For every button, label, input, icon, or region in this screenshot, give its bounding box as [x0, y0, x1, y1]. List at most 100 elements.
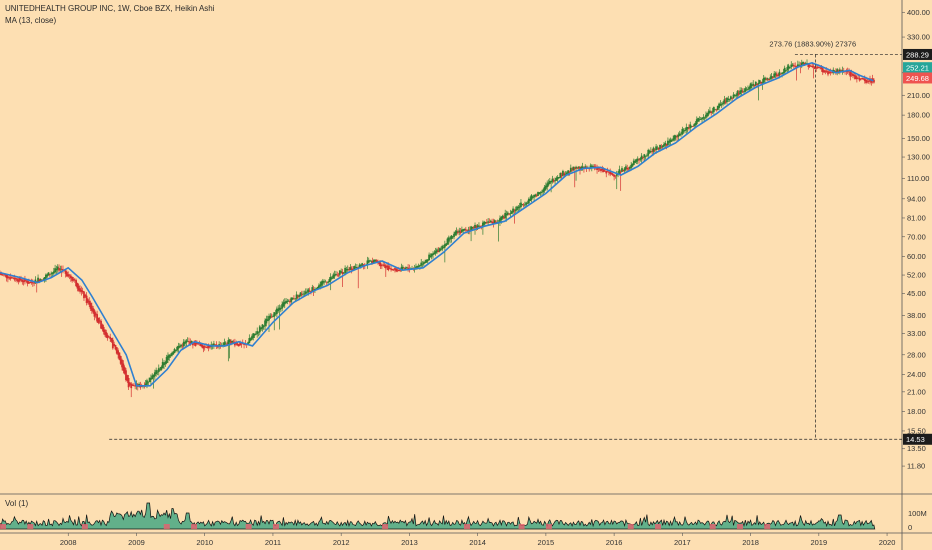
price-tick-label: 400.00	[907, 8, 930, 17]
price-tick-label: 52.00	[907, 271, 926, 280]
candle-body	[592, 166, 595, 168]
candle-body	[58, 268, 60, 271]
candle-body	[134, 385, 137, 387]
price-tag-label: 288.29	[906, 50, 929, 59]
candle-body	[226, 343, 228, 345]
candle-body	[659, 144, 661, 149]
price-tick-label: 18.00	[907, 407, 926, 416]
candle-body	[447, 237, 450, 242]
candle-body	[54, 268, 57, 273]
candle-body	[249, 338, 252, 341]
price-tick-label: 21.00	[907, 387, 926, 396]
candle-body	[420, 262, 423, 266]
candle-body	[757, 82, 760, 85]
candle-body	[451, 236, 454, 238]
candle-body	[282, 302, 285, 307]
candle-body	[668, 141, 671, 143]
candle-body	[167, 355, 169, 361]
candle-body	[184, 341, 186, 344]
candle-body	[148, 377, 151, 383]
candle-body	[461, 229, 463, 233]
candle-body	[649, 151, 652, 152]
candle-body	[529, 198, 532, 201]
candle-body	[546, 183, 549, 188]
candle-body	[248, 338, 251, 344]
candle-body	[838, 69, 841, 72]
candle-body	[744, 88, 747, 92]
candle-body	[551, 178, 554, 182]
candle-body	[266, 319, 269, 322]
candle-body	[88, 300, 91, 305]
candle-body	[631, 163, 634, 167]
ma-legend[interactable]: MA (13, close)	[5, 16, 57, 25]
candle-body	[712, 107, 715, 112]
volume-down-bar	[382, 524, 389, 529]
candle-body	[773, 73, 776, 78]
candle-body	[597, 168, 600, 170]
candle-body	[237, 344, 240, 347]
candle-body	[194, 342, 197, 347]
time-tick-label: 2011	[265, 538, 281, 547]
candle-body	[781, 72, 783, 74]
candle-body	[317, 285, 320, 288]
candle-body	[425, 259, 428, 263]
candle-body	[159, 369, 161, 371]
candle-body	[572, 166, 575, 170]
candle-body	[304, 291, 307, 294]
time-tick-label: 2010	[196, 538, 213, 547]
candle-body	[824, 71, 827, 73]
candle-body	[601, 168, 604, 171]
candle-body	[109, 336, 112, 340]
volume-legend[interactable]: Vol (1)	[5, 499, 29, 508]
candle-body	[829, 72, 832, 74]
candle-body	[98, 320, 101, 322]
candle-body	[378, 261, 381, 265]
candle-body	[163, 363, 165, 366]
volume-area	[0, 502, 876, 530]
candle-body	[223, 342, 226, 346]
candle-body	[4, 274, 7, 276]
candle-body	[506, 212, 509, 215]
candle-body	[240, 343, 243, 345]
candle-body	[634, 160, 637, 163]
candle-body	[521, 204, 524, 205]
candle-body	[841, 70, 844, 72]
candle-body	[504, 212, 507, 218]
candle-body	[648, 150, 651, 153]
candle-body	[212, 343, 215, 346]
candle-body	[324, 281, 327, 283]
candle-body	[37, 277, 39, 282]
candle-body	[565, 172, 568, 175]
time-tick-label: 2014	[469, 538, 486, 547]
candle-body	[403, 267, 406, 269]
candle-body	[165, 357, 168, 364]
candle-body	[172, 351, 175, 355]
candle-body	[441, 245, 444, 250]
candle-body	[733, 94, 736, 97]
candle-body	[485, 222, 488, 224]
candle-body	[75, 280, 78, 287]
candle-body	[428, 254, 430, 261]
candle-body	[660, 146, 663, 148]
candle-body	[432, 253, 434, 256]
candle-body	[611, 173, 614, 176]
candle-body	[523, 204, 526, 206]
candle-body	[79, 288, 81, 292]
candle-body	[160, 366, 163, 370]
candle-body	[257, 331, 260, 333]
candle-body	[371, 260, 374, 264]
candle-body	[55, 268, 58, 271]
candle-body	[575, 166, 577, 169]
time-tick-label: 2013	[401, 538, 418, 547]
candle-body	[235, 343, 238, 344]
candle-body	[67, 274, 70, 277]
candle-body	[576, 167, 579, 169]
candle-body	[9, 277, 12, 279]
candle-body	[303, 293, 306, 295]
candle-body	[278, 307, 281, 311]
candle-body	[865, 79, 867, 83]
candle-body	[26, 280, 29, 284]
candle-body	[502, 217, 505, 219]
